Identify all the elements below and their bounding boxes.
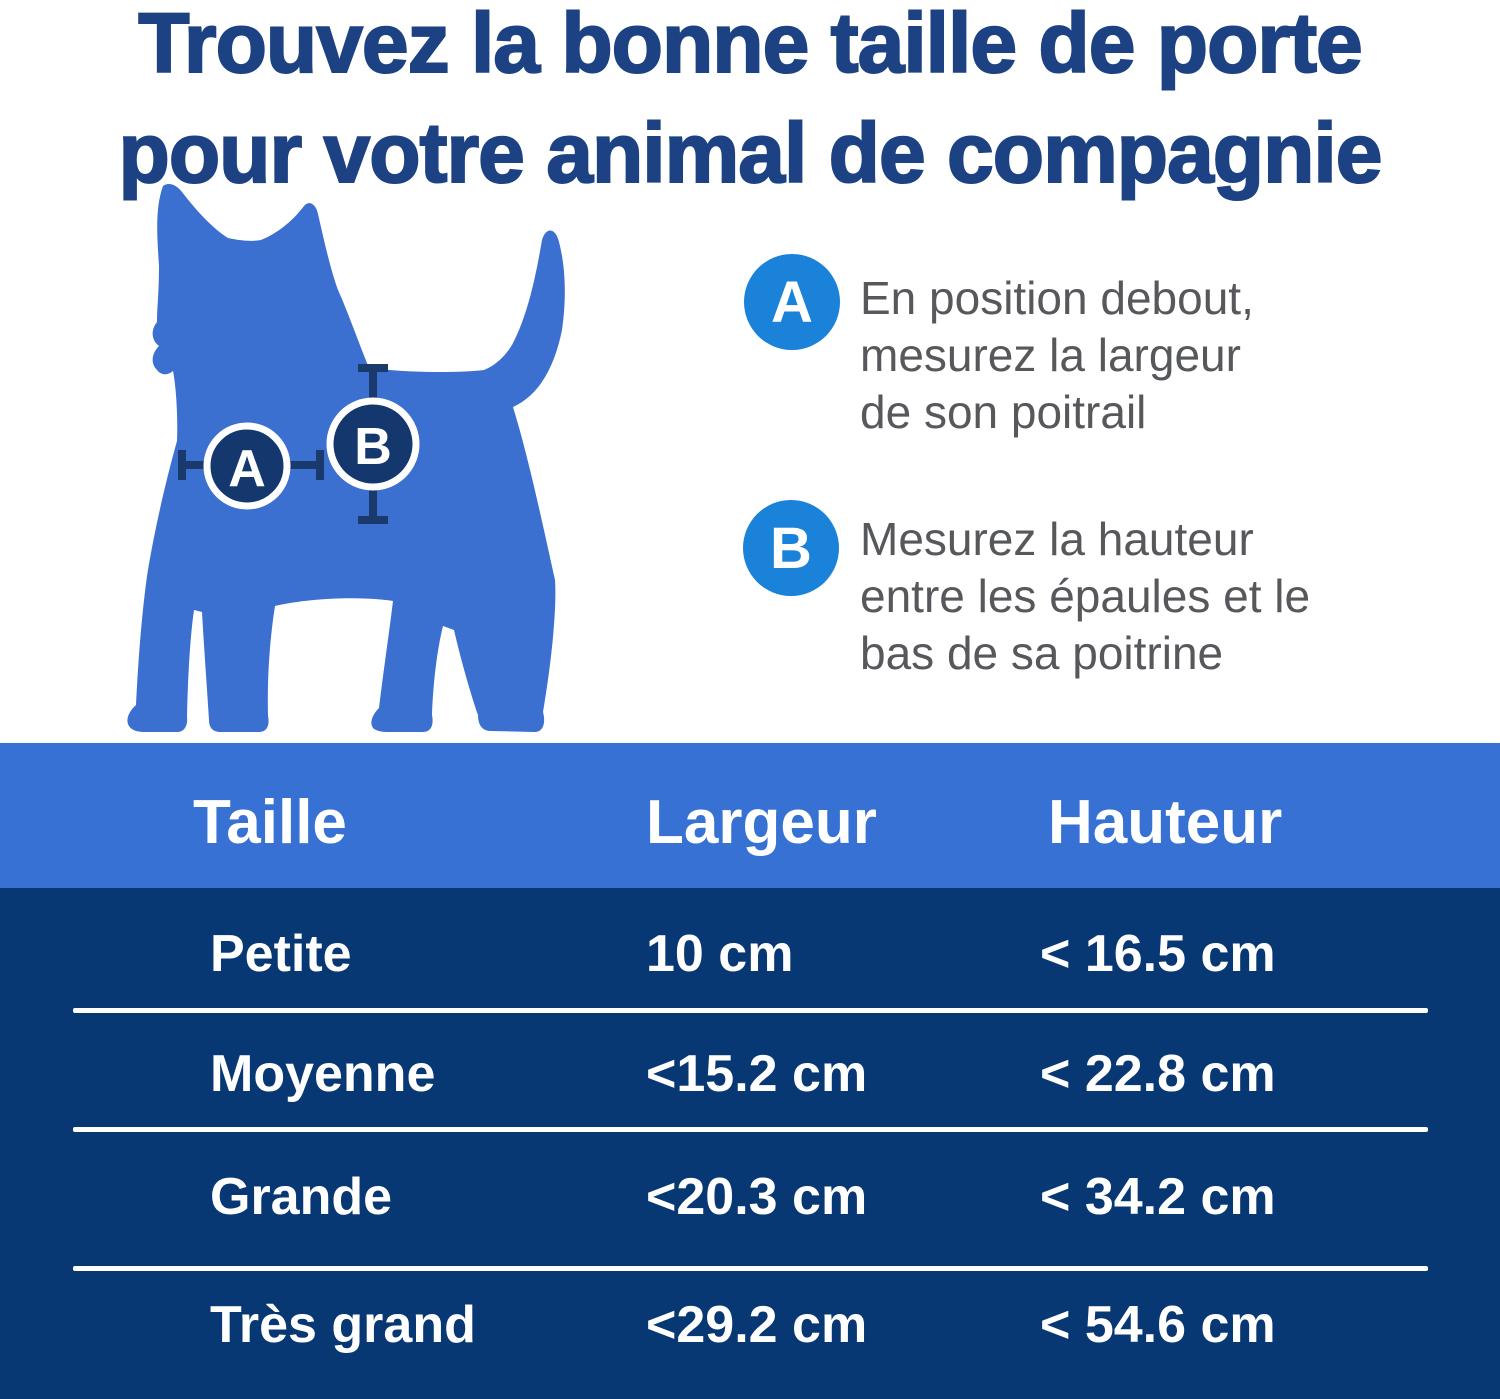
- measure-b-marker: B: [326, 364, 420, 524]
- instruction-b-text: Mesurez la hauteur entre les épaules et …: [860, 513, 1311, 679]
- cell-size: Grande: [210, 1168, 393, 1226]
- page-title: Trouvez la bonne taille de porte pour vo…: [0, 0, 1500, 208]
- cell-height: < 54.6 cm: [1040, 1296, 1276, 1354]
- column-header-width: Largeur: [646, 788, 877, 857]
- size-table-body: Petite 10 cm < 16.5 cm Moyenne <15.2 cm …: [0, 888, 1500, 1399]
- row-divider: [73, 1127, 1428, 1132]
- cell-width: 10 cm: [646, 925, 794, 983]
- cell-width: <20.3 cm: [646, 1168, 868, 1226]
- cell-size: Petite: [210, 925, 352, 983]
- column-header-size: Taille: [193, 788, 347, 857]
- marker-a-circle: [203, 422, 291, 510]
- cell-height: < 16.5 cm: [1040, 925, 1276, 983]
- page-title-line-1: Trouvez la bonne taille de porte: [137, 0, 1364, 91]
- cell-width: <15.2 cm: [646, 1045, 868, 1103]
- marker-b-circle: [326, 397, 420, 491]
- instruction-b-badge: B: [743, 500, 839, 596]
- measure-a-marker: A: [178, 422, 324, 510]
- cell-size: Très grand: [210, 1296, 476, 1354]
- cell-width: <29.2 cm: [646, 1296, 868, 1354]
- marker-a-label: A: [228, 440, 266, 498]
- row-divider: [73, 1266, 1428, 1271]
- cell-height: < 22.8 cm: [1040, 1045, 1276, 1103]
- page-title-line-2: pour votre animal de compagnie: [118, 105, 1384, 201]
- column-header-height: Hauteur: [1048, 788, 1283, 857]
- row-divider: [73, 1008, 1428, 1013]
- size-table-header: Taille Largeur Hauteur: [0, 743, 1500, 888]
- instruction-a-text: En position debout, mesurez la largeur d…: [860, 272, 1254, 438]
- marker-b-label: B: [354, 418, 392, 476]
- cell-height: < 34.2 cm: [1040, 1168, 1276, 1226]
- cell-size: Moyenne: [210, 1045, 436, 1103]
- instruction-a-badge: A: [744, 254, 840, 350]
- dog-silhouette-illustration: A B: [127, 184, 565, 732]
